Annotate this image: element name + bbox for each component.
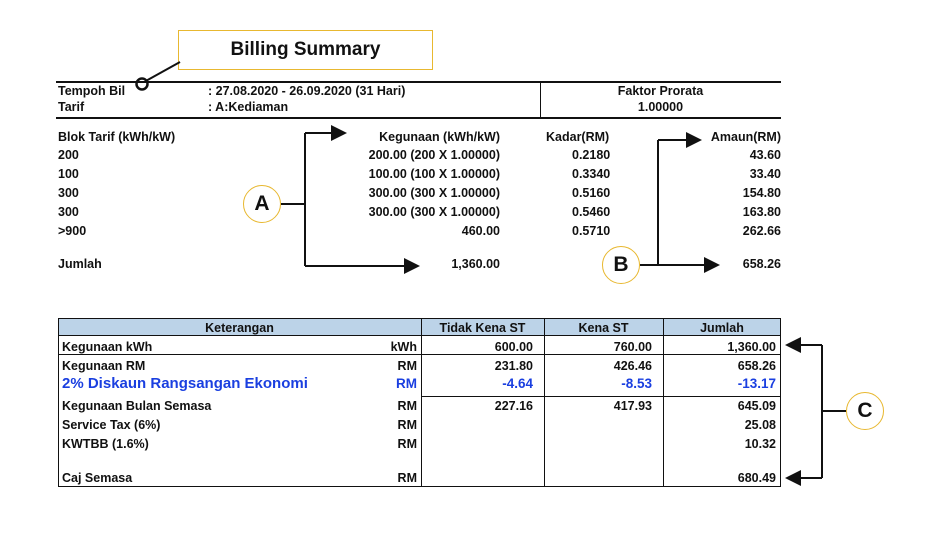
table-row-jumlah: 1,360.00 bbox=[727, 340, 776, 354]
table-row-tidak-kena: 231.80 bbox=[494, 359, 533, 373]
jumlah-amaun: 658.26 bbox=[742, 257, 781, 271]
info-top-rule bbox=[56, 81, 781, 83]
table-row-label: Kegunaan RM bbox=[62, 359, 146, 373]
tariff-row-blok: 300 bbox=[58, 186, 79, 200]
table-row-unit: RM bbox=[397, 437, 417, 451]
table-row-label: Kegunaan Bulan Semasa bbox=[62, 399, 212, 413]
tariff-row-amaun: 154.80 bbox=[742, 186, 781, 200]
tariff-row-kegunaan: 300.00 (300 X 1.00000) bbox=[368, 205, 500, 219]
table-row-jumlah: 25.08 bbox=[744, 418, 776, 432]
tariff-row-blok: >900 bbox=[58, 224, 87, 238]
info-bottom-rule bbox=[56, 117, 781, 119]
blok-header: Blok Tarif (kWh/kW) bbox=[58, 130, 176, 144]
table-row-label: KWTBB (1.6%) bbox=[62, 437, 149, 451]
tariff-row-amaun: 262.66 bbox=[742, 224, 781, 238]
table-row-kena: 417.93 bbox=[613, 399, 652, 413]
amaun-header: Amaun(RM) bbox=[710, 130, 781, 144]
tariff-row-blok: 100 bbox=[58, 167, 79, 181]
table-row-kena: 426.46 bbox=[613, 359, 652, 373]
table-left-border bbox=[58, 318, 59, 487]
caj-semasa-label: Caj Semasa bbox=[62, 471, 133, 485]
table-row-unit: RM bbox=[397, 359, 417, 373]
kadar-header: Kadar(RM) bbox=[546, 130, 610, 144]
table-right-border bbox=[780, 318, 781, 487]
table-row-rule bbox=[421, 396, 781, 397]
callout-c: C bbox=[846, 392, 884, 430]
tempoh-label: Tempoh Bil bbox=[58, 84, 126, 98]
tariff-row-kadar: 0.5710 bbox=[572, 224, 611, 238]
arrow-a-bracket bbox=[281, 125, 420, 274]
faktor-value: 1.00000 bbox=[637, 100, 684, 114]
discount-row-kena: -8.53 bbox=[621, 376, 652, 391]
tidak-kena-header: Tidak Kena ST bbox=[439, 321, 526, 335]
callout-b: B bbox=[602, 246, 640, 284]
jumlah-label: Jumlah bbox=[58, 257, 102, 271]
tariff-row-amaun: 43.60 bbox=[749, 148, 781, 162]
table-row-kena: 760.00 bbox=[613, 340, 652, 354]
tariff-row-kadar: 0.3340 bbox=[572, 167, 611, 181]
table-row-tidak-kena: 227.16 bbox=[494, 399, 533, 413]
tariff-row-kadar: 0.2180 bbox=[572, 148, 611, 162]
jumlah-kegunaan: 1,360.00 bbox=[451, 257, 500, 271]
jumlah-header: Jumlah bbox=[700, 321, 744, 335]
tariff-row-kegunaan: 460.00 bbox=[461, 224, 500, 238]
caj-semasa-unit: RM bbox=[397, 471, 417, 485]
tariff-row-amaun: 33.40 bbox=[749, 167, 781, 181]
tarif-label: Tarif bbox=[58, 100, 85, 114]
kegunaan-header: Kegunaan (kWh/kW) bbox=[379, 130, 500, 144]
tempoh-value: : 27.08.2020 - 26.09.2020 (31 Hari) bbox=[208, 84, 406, 98]
table-row-label: Kegunaan kWh bbox=[62, 340, 153, 354]
discount-row-tidak-kena: -4.64 bbox=[502, 376, 533, 391]
table-row-unit: RM bbox=[397, 418, 417, 432]
table-row-unit: kWh bbox=[390, 340, 417, 354]
table-row-label: Service Tax (6%) bbox=[62, 418, 161, 432]
tariff-row-kadar: 0.5160 bbox=[572, 186, 611, 200]
info-divider bbox=[540, 81, 541, 117]
table-row-rule bbox=[58, 354, 781, 355]
tariff-row-kegunaan: 300.00 (300 X 1.00000) bbox=[368, 186, 500, 200]
keterangan-header: Keterangan bbox=[205, 321, 274, 335]
billing-summary-title: Billing Summary bbox=[178, 30, 433, 70]
tariff-row-blok: 300 bbox=[58, 205, 79, 219]
table-col-divider bbox=[544, 318, 545, 487]
tariff-row-kegunaan: 200.00 (200 X 1.00000) bbox=[368, 148, 500, 162]
kena-header: Kena ST bbox=[578, 321, 629, 335]
table-col-divider bbox=[421, 318, 422, 487]
caj-semasa-jumlah: 680.49 bbox=[737, 471, 776, 485]
callout-a: A bbox=[243, 185, 281, 223]
table-row-tidak-kena: 600.00 bbox=[494, 340, 533, 354]
table-bottom-rule bbox=[58, 486, 781, 487]
tariff-row-kegunaan: 100.00 (100 X 1.00000) bbox=[368, 167, 500, 181]
discount-row-label: 2% Diskaun Rangsangan Ekonomi bbox=[62, 375, 308, 392]
table-row-unit: RM bbox=[397, 399, 417, 413]
faktor-label: Faktor Prorata bbox=[617, 84, 704, 98]
tariff-row-blok: 200 bbox=[58, 148, 79, 162]
table-col-divider bbox=[663, 318, 664, 487]
tarif-value: : A:Kediaman bbox=[208, 100, 289, 114]
tariff-row-amaun: 163.80 bbox=[742, 205, 781, 219]
table-row-jumlah: 10.32 bbox=[744, 437, 776, 451]
discount-row-jumlah: -13.17 bbox=[737, 376, 776, 391]
arrow-c-bracket bbox=[785, 337, 846, 486]
discount-row-unit: RM bbox=[396, 376, 417, 391]
arrow-b-bracket bbox=[640, 132, 720, 273]
tariff-row-kadar: 0.5460 bbox=[572, 205, 611, 219]
table-row-jumlah: 658.26 bbox=[737, 359, 776, 373]
table-row-jumlah: 645.09 bbox=[737, 399, 776, 413]
